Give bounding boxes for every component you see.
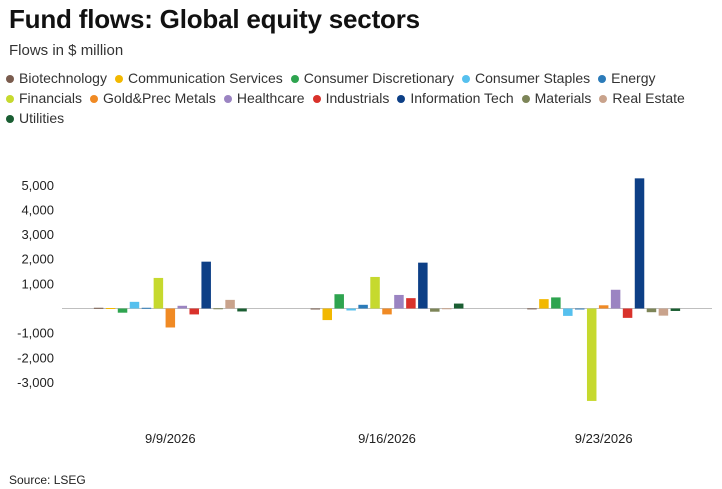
legend-label: Information Tech [410, 90, 514, 106]
bar-biotechnology [527, 308, 537, 310]
chart-legend: Biotechnology Communication Services Consu… [6, 70, 718, 127]
y-tick-label: -2,000 [17, 350, 54, 365]
y-tick-label: 5,000 [21, 178, 54, 193]
bar-industrials [622, 308, 633, 318]
y-tick-label: -1,000 [17, 326, 54, 341]
legend-swatch [90, 94, 99, 103]
bar-consumer-staples [129, 301, 140, 309]
bar-healthcare [177, 305, 188, 309]
legend-item-communication-services: Communication Services [114, 70, 283, 87]
legend-label: Materials [534, 90, 592, 106]
bar-financials [586, 308, 597, 401]
legend-item-information-tech: Information Tech [397, 90, 514, 107]
bar-energy [575, 308, 585, 310]
bar-real-estate [442, 308, 452, 310]
bar-gold-prec-metals [598, 305, 609, 309]
bar-information-tech [418, 262, 428, 309]
bar-materials [213, 308, 223, 310]
bar-utilities [237, 308, 247, 312]
chart-subtitle: Flows in $ million [9, 42, 124, 59]
bar-consumer-discretionary [334, 294, 344, 309]
legend-label: Consumer Discretionary [303, 70, 454, 86]
bar-healthcare [610, 289, 621, 309]
legend-label: Utilities [19, 110, 65, 126]
legend-item-biotechnology: Biotechnology [6, 70, 107, 87]
bar-energy [141, 307, 152, 309]
bar-real-estate [658, 308, 669, 316]
legend-item-industrials: Industrials [312, 90, 390, 107]
bar-energy [358, 304, 368, 309]
source-note: Source: LSEG [9, 473, 86, 487]
legend-swatch [598, 74, 607, 83]
legend-swatch [290, 74, 299, 83]
x-category-label: 9/16/2026 [358, 431, 416, 446]
bar-communication-services [105, 308, 116, 310]
bar-consumer-discretionary [551, 297, 561, 309]
legend-swatch [521, 94, 530, 103]
legend-item-real-estate: Real Estate [599, 90, 685, 107]
x-category-label: 9/23/2026 [575, 431, 633, 446]
legend-swatch [223, 94, 232, 103]
bar-utilities [453, 303, 464, 309]
legend-label: Industrials [325, 90, 390, 106]
legend-label: Financials [19, 90, 83, 106]
legend-label: Communication Services [127, 70, 283, 86]
bar-consumer-staples [563, 308, 573, 316]
legend-item-financials: Financials [6, 90, 82, 107]
bar-communication-services [539, 299, 549, 309]
legend-label: Gold&Prec Metals [103, 90, 216, 106]
legend-item-energy: Energy [598, 70, 656, 87]
bar-biotechnology [93, 307, 104, 309]
bar-utilities [670, 308, 681, 311]
legend-swatch [312, 94, 321, 103]
y-tick-label: -3,000 [17, 375, 54, 390]
x-category-label: 9/9/2026 [145, 431, 196, 446]
legend-swatch [6, 94, 14, 103]
legend-label: Biotechnology [19, 70, 107, 86]
legend-label: Consumer Staples [474, 70, 591, 86]
bar-gold-prec-metals [165, 308, 176, 328]
bar-industrials [189, 308, 199, 315]
bar-consumer-staples [346, 308, 356, 311]
bar-materials [646, 308, 657, 313]
bar-information-tech [201, 261, 211, 309]
legend-swatch [397, 94, 406, 103]
bar-communication-services [322, 308, 332, 321]
legend-label: Energy [611, 70, 656, 86]
bar-biotechnology [310, 308, 321, 310]
legend-item-healthcare: Healthcare [223, 90, 305, 107]
bar-materials [430, 308, 440, 312]
bar-gold-prec-metals [382, 308, 392, 315]
legend-swatch [599, 94, 608, 103]
chart-title: Fund flows: Global equity sectors [9, 4, 420, 34]
y-tick-label: 4,000 [21, 202, 54, 217]
bar-information-tech [634, 178, 645, 309]
legend-item-gold-prec-metals: Gold&Prec Metals [90, 90, 216, 107]
legend-swatch [114, 74, 123, 83]
bar-consumer-discretionary [117, 308, 128, 313]
legend-swatch [6, 74, 14, 83]
legend-item-materials: Materials [521, 90, 592, 107]
legend-label: Healthcare [236, 90, 305, 106]
legend-item-consumer-discretionary: Consumer Discretionary [290, 70, 454, 87]
legend-item-consumer-staples: Consumer Staples [461, 70, 591, 87]
legend-swatch [6, 114, 14, 123]
y-tick-label: 3,000 [21, 227, 54, 242]
legend-swatch [461, 74, 470, 83]
bar-financials [153, 277, 164, 309]
legend-label: Real Estate [612, 90, 685, 106]
y-tick-label: 2,000 [21, 252, 54, 267]
bar-financials [370, 276, 380, 309]
bar-real-estate [225, 299, 235, 309]
legend-item-utilities: Utilities [6, 110, 64, 127]
bar-industrials [406, 298, 416, 309]
bar-healthcare [394, 294, 404, 309]
y-tick-label: 1,000 [21, 276, 54, 291]
